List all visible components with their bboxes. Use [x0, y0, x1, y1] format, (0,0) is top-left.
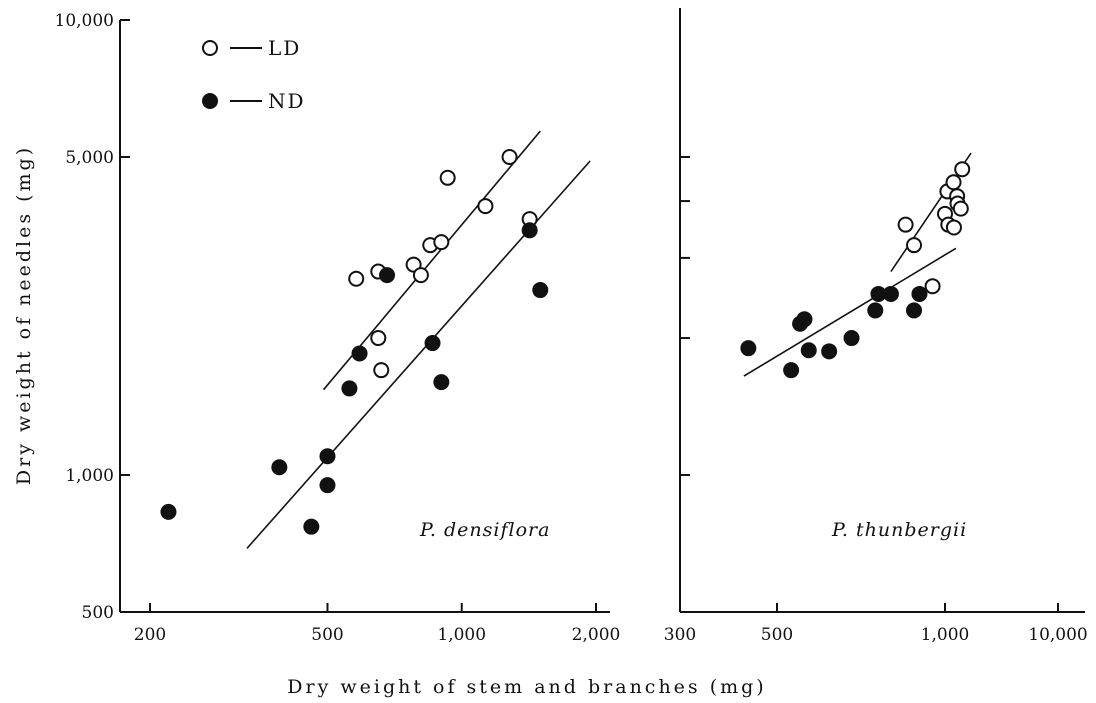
- left-point-ld: [348, 270, 365, 287]
- right-point-ld: [906, 237, 923, 254]
- left-point-ld: [412, 267, 429, 284]
- legend-ld-label: LD: [268, 36, 301, 60]
- left-x-tick-label: 200: [134, 625, 166, 645]
- right-point-nd: [821, 343, 838, 360]
- right-point-ld: [952, 200, 969, 217]
- left-panel: 200 500 1,000 2,000 500 1,000 5,000 10,000 P. d…: [55, 11, 621, 645]
- left-point-nd: [160, 503, 177, 520]
- left-point-nd: [319, 448, 336, 465]
- right-point-nd: [843, 330, 860, 347]
- left-point-ld: [439, 169, 456, 186]
- right-point-ld: [924, 278, 941, 295]
- left-x-tick-label: 1,000: [437, 625, 486, 645]
- right-x-tick-label: 1,000: [921, 625, 970, 645]
- right-point-ld: [954, 161, 971, 178]
- left-point-ld: [370, 330, 387, 347]
- left-point-ld: [373, 362, 390, 379]
- x-axis-title: Dry weight of stem and branches (mg): [287, 676, 766, 698]
- left-y-tick-label: 5,000: [65, 148, 114, 168]
- right-x-tick-label: 500: [761, 625, 793, 645]
- right-point-nd: [911, 285, 928, 302]
- right-x-tick-label: 300: [664, 625, 696, 645]
- left-panel-title: P. densiflora: [419, 519, 550, 541]
- right-point-nd: [800, 342, 817, 359]
- left-point-ld: [501, 148, 518, 165]
- right-x-tick-label: 10,000: [1028, 625, 1087, 645]
- legend-nd-label: ND: [268, 89, 306, 113]
- left-point-nd: [303, 518, 320, 535]
- right-panel-title: P. thunbergii: [831, 519, 967, 541]
- legend-nd-marker: [202, 93, 218, 109]
- left-y-tick-label: 10,000: [55, 11, 114, 31]
- right-point-nd: [740, 340, 757, 357]
- legend-ld-marker: [202, 40, 218, 56]
- right-fit-line-nd: [743, 247, 957, 377]
- right-point-ld: [897, 216, 914, 233]
- left-x-tick-label: 2,000: [572, 625, 621, 645]
- right-point-ld: [945, 174, 962, 191]
- left-y-tick-label: 500: [82, 603, 114, 623]
- right-point-nd: [796, 311, 813, 328]
- left-point-ld: [477, 198, 494, 215]
- right-point-ld: [945, 219, 962, 236]
- left-point-nd: [521, 222, 538, 239]
- left-fit-line-nd: [246, 160, 591, 549]
- right-point-nd: [882, 285, 899, 302]
- left-point-nd: [351, 345, 368, 362]
- left-point-nd: [341, 380, 358, 397]
- y-axis-title: Dry weight of needles (mg): [13, 145, 35, 485]
- left-y-tick-label: 1,000: [65, 466, 114, 486]
- left-point-nd: [424, 335, 441, 352]
- right-panel: 300 500 1,000 10,000 P. thunbergii: [664, 8, 1088, 645]
- left-point-nd: [532, 282, 549, 299]
- left-x-tick-label: 500: [311, 625, 343, 645]
- left-point-nd: [379, 267, 396, 284]
- left-point-nd: [433, 374, 450, 391]
- right-point-nd: [906, 302, 923, 319]
- right-point-nd: [783, 362, 800, 379]
- left-point-nd: [271, 459, 288, 476]
- left-point-ld: [433, 234, 450, 251]
- left-point-nd: [319, 477, 336, 494]
- legend: LD ND: [202, 36, 306, 113]
- right-point-nd: [870, 285, 887, 302]
- right-point-nd: [867, 302, 884, 319]
